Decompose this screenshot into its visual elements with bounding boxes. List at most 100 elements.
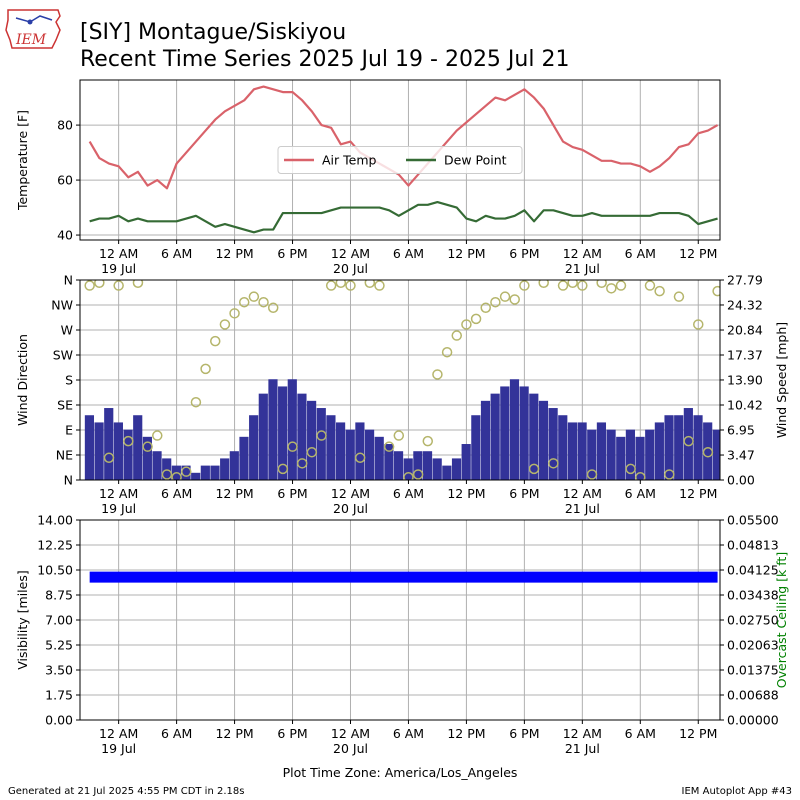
bar [287,379,297,480]
point [277,463,289,475]
subtitle: Recent Time Series 2025 Jul 19 - 2025 Ju… [80,47,569,72]
bar [538,400,549,480]
point [702,446,714,458]
y-tick-label: 12.25 [37,538,73,553]
y2-axis-label: Wind Speed [mph] [774,322,789,438]
bar [278,386,288,480]
bar [374,436,384,480]
point [248,291,260,302]
point [190,396,202,408]
footer-right: IEM Autoplot App #43 [682,786,792,797]
x-tick-label: 12 AM 20 Jul [331,246,370,276]
y-axis-label: Temperature [F] [15,110,30,211]
bar [239,436,249,480]
bar [529,393,539,480]
panel: 12 AM 19 Jul 6 AM 12 PM 6 PM 12 AM 20 Jul 6 AM 1… [15,79,721,276]
point [345,280,356,291]
y-tick-label: 3.50 [45,663,73,678]
point [693,319,704,330]
logo: IEM [5,9,61,49]
point [103,452,115,464]
y-tick-label: 1.75 [45,688,73,703]
bar [712,429,720,480]
bar [258,393,268,480]
point [683,435,694,447]
point [432,369,443,380]
y2-tick-label: 0.03438 [727,588,779,603]
bar [316,408,326,480]
point [181,466,192,477]
point [364,280,376,289]
bar [432,458,442,480]
point [664,469,675,480]
y2-tick-label: 0.00 [727,473,755,488]
bar [509,379,520,480]
x-tick-label: 12 PM [679,246,717,261]
point [354,452,366,464]
line [88,85,719,190]
point [577,280,588,291]
y-tick-label: S [65,373,73,388]
plot-frame [79,519,721,721]
bar [548,408,558,480]
bar [123,429,133,480]
bar [500,386,510,480]
x-tick-label: 6 PM [277,486,307,501]
bar [297,393,307,480]
point [374,280,385,291]
bar [422,451,433,480]
y-tick-label: 80 [57,118,73,133]
legend: Air Temp Dew Point [277,146,523,174]
bar [355,422,365,480]
bar [683,408,693,480]
bar [152,451,162,480]
point [567,280,578,289]
point [200,363,211,375]
bar [596,422,607,480]
point [528,463,540,475]
x-tick-label: 12 AM 19 Jul [99,726,138,756]
bar [104,408,114,480]
bar [94,422,104,480]
bar [336,422,346,480]
y2-tick-label: 17.37 [727,347,763,362]
y2-tick-label: 13.90 [727,372,763,387]
point [412,469,424,480]
bar [191,472,201,480]
y2-tick-label: 3.47 [727,448,755,463]
point [142,441,153,452]
x-tick-label: 6 PM [509,246,539,261]
x-tick-label: 12 AM 20 Jul [331,726,370,756]
point [499,291,511,302]
bar [403,458,413,480]
point [113,280,124,291]
x-tick-label: 12 PM [447,726,485,741]
point [84,280,95,291]
point [335,280,347,289]
x-tick-label: 12 AM 19 Jul [99,246,138,276]
point [441,346,453,358]
plot-area [84,280,720,480]
bar [326,415,336,480]
x-tick-label: 12 PM [215,246,253,261]
x-tick-label: 6 PM [277,726,307,741]
x-tick-label: 6 PM [277,246,307,261]
bar [693,415,703,480]
bar [654,422,664,480]
plot-frame [79,79,721,241]
x-tick-label: 12 AM 19 Jul [99,486,138,516]
y2-tick-label: 0.05500 [727,513,779,528]
bar [664,415,674,480]
point [306,446,318,458]
point [586,469,598,480]
point [94,280,105,289]
y2-tick-label: 20.84 [727,323,763,338]
y-tick-label: NW [51,298,73,313]
point [258,296,269,308]
bar [220,458,230,480]
legend-label: Air Temp [322,153,377,168]
x-tick-label: 6 AM [393,246,424,261]
point [635,471,646,480]
bar [307,400,317,480]
point [171,471,182,480]
